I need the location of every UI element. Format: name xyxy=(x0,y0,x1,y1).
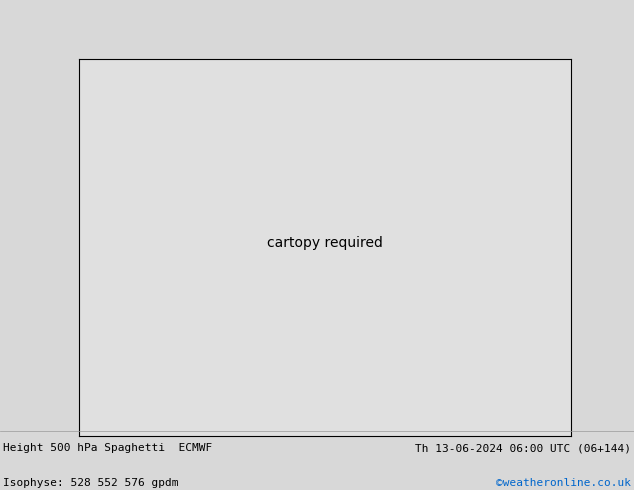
Text: ©weatheronline.co.uk: ©weatheronline.co.uk xyxy=(496,478,631,488)
Text: Height 500 hPa Spaghetti  ECMWF: Height 500 hPa Spaghetti ECMWF xyxy=(3,443,212,453)
Text: cartopy required: cartopy required xyxy=(267,237,383,250)
Text: Isophyse: 528 552 576 gpdm: Isophyse: 528 552 576 gpdm xyxy=(3,478,179,488)
Text: Th 13-06-2024 06:00 UTC (06+144): Th 13-06-2024 06:00 UTC (06+144) xyxy=(415,443,631,453)
